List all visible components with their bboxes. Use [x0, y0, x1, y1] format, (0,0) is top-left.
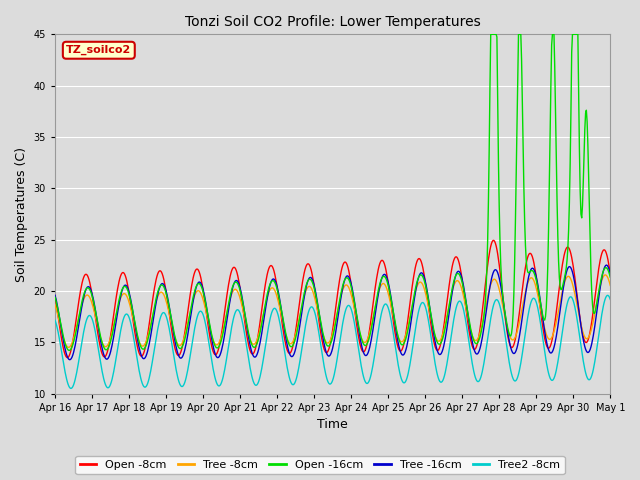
- Title: Tonzi Soil CO2 Profile: Lower Temperatures: Tonzi Soil CO2 Profile: Lower Temperatur…: [185, 15, 481, 29]
- Text: TZ_soilco2: TZ_soilco2: [66, 45, 131, 55]
- Legend: Open -8cm, Tree -8cm, Open -16cm, Tree -16cm, Tree2 -8cm: Open -8cm, Tree -8cm, Open -16cm, Tree -…: [76, 456, 564, 474]
- Y-axis label: Soil Temperatures (C): Soil Temperatures (C): [15, 146, 28, 282]
- X-axis label: Time: Time: [317, 419, 348, 432]
